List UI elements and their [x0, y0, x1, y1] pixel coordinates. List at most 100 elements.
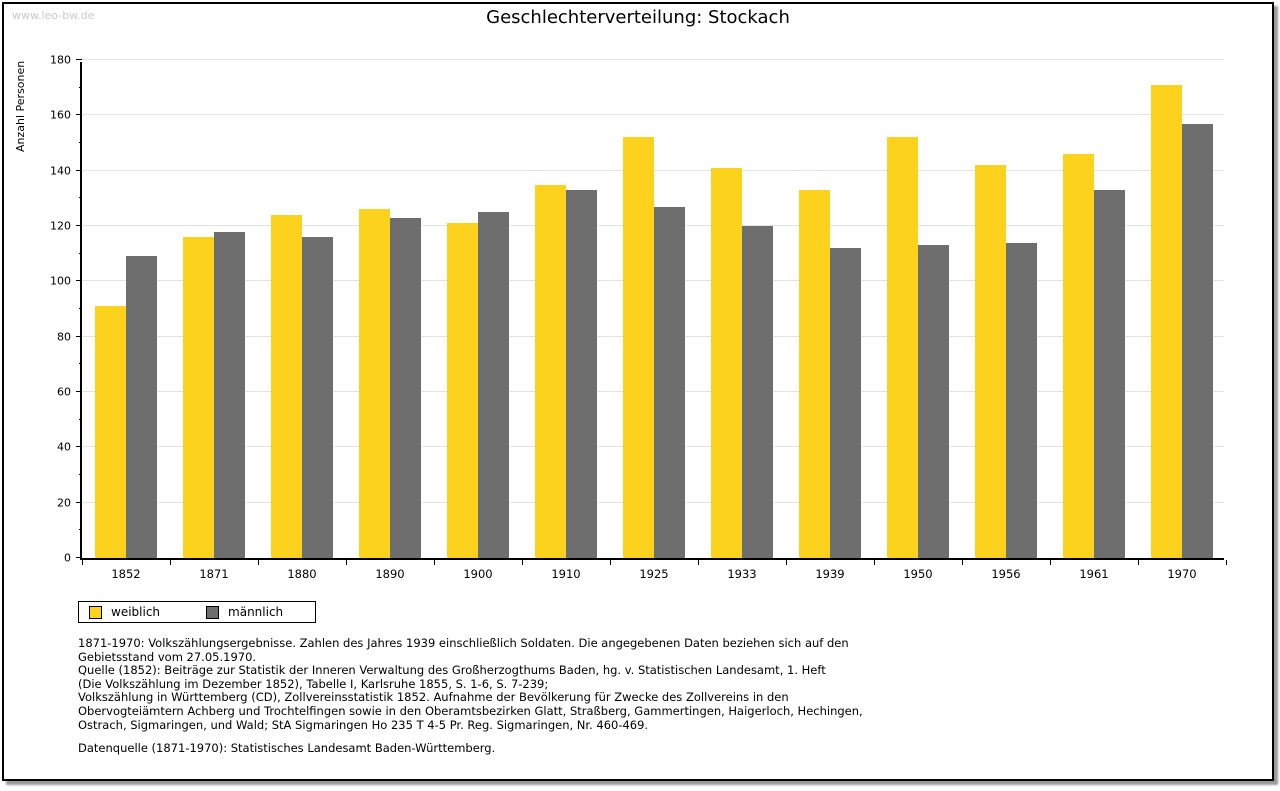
y-tick	[79, 418, 82, 420]
y-tick	[79, 363, 82, 365]
bar-weiblich-1961	[1063, 154, 1094, 558]
footnote-line: Ostrach, Sigmaringen, und Wald; StA Sigm…	[78, 717, 649, 732]
bar-weiblich-1871	[183, 237, 214, 558]
bar-maennlich-1961	[1094, 190, 1125, 558]
x-tick	[170, 560, 171, 565]
bar-maennlich-1900	[478, 212, 509, 558]
x-axis-label: 1900	[463, 567, 493, 581]
x-axis-label: 1961	[1079, 567, 1109, 581]
y-axis-label: Anzahl Personen	[14, 60, 27, 152]
y-tick-label: 160	[50, 108, 71, 122]
bar-weiblich-1933	[711, 167, 742, 558]
x-tick	[874, 560, 875, 565]
footnote-line: Quelle (1852): Beiträge zur Statistik de…	[78, 663, 826, 678]
chart-title: Geschlechterverteilung: Stockach	[486, 7, 790, 28]
x-axis-label: 1910	[551, 567, 581, 581]
bar-weiblich-1956	[975, 165, 1006, 558]
legend-swatch-weiblich	[89, 605, 102, 619]
footnote-line: 1871-1970: Volkszählungsergebnisse. Zahl…	[78, 636, 849, 650]
footnote-line: (Die Volkszählung im Dezember 1852), Tab…	[78, 676, 549, 691]
bar-maennlich-1970	[1182, 123, 1213, 558]
x-tick	[346, 560, 347, 565]
legend-item-maennlich: männlich	[206, 605, 283, 619]
y-tick	[76, 280, 82, 282]
y-tick	[76, 169, 82, 171]
y-tick	[76, 335, 82, 337]
legend-item-weiblich: weiblich	[89, 605, 160, 619]
gridline	[82, 114, 1224, 116]
y-tick	[76, 59, 82, 60]
bar-weiblich-1910	[535, 184, 566, 558]
bar-weiblich-1890	[359, 209, 390, 558]
y-tick-label: 140	[50, 164, 71, 178]
bar-weiblich-1970	[1151, 84, 1182, 558]
x-tick	[1138, 560, 1139, 565]
x-axis-label: 1933	[727, 567, 757, 581]
bar-maennlich-1852	[126, 256, 157, 558]
legend: weiblich männlich	[78, 601, 317, 623]
bar-maennlich-1939	[830, 248, 861, 558]
x-axis-label: 1871	[199, 567, 229, 581]
bar-weiblich-1852	[95, 306, 126, 558]
x-tick	[698, 560, 699, 565]
bar-maennlich-1910	[566, 190, 597, 558]
y-tick	[79, 142, 82, 143]
y-tick	[79, 197, 82, 199]
x-tick	[434, 560, 435, 565]
footnote-line: Gebietsstand vom 27.05.1970.	[78, 649, 257, 664]
x-axis-label: 1852	[111, 567, 141, 581]
x-tick	[82, 560, 83, 565]
bar-weiblich-1880	[271, 214, 302, 558]
x-tick	[786, 560, 787, 565]
bar-weiblich-1939	[799, 190, 830, 558]
y-tick-label: 180	[50, 53, 71, 67]
gridline	[82, 59, 1224, 60]
footnotes: 1871-1970: Volkszählungsergebnisse. Zahl…	[78, 636, 1218, 732]
y-tick-label: 60	[57, 385, 71, 399]
bar-maennlich-1933	[742, 226, 773, 558]
x-tick	[610, 560, 611, 565]
y-tick-label: 40	[57, 440, 71, 454]
bar-weiblich-1900	[447, 223, 478, 558]
footnote-line: Volkszählung in Württemberg (CD), Zollve…	[78, 690, 789, 705]
y-tick	[76, 501, 82, 503]
y-tick	[76, 446, 82, 448]
x-axis-label: 1880	[287, 567, 317, 581]
chart-frame: www.leo-bw.de Geschlechterverteilung: St…	[2, 2, 1274, 781]
y-tick	[79, 529, 82, 531]
x-tick	[522, 560, 523, 565]
legend-label-maennlich: männlich	[228, 605, 284, 619]
y-tick-label: 20	[57, 496, 71, 510]
y-tick-label: 100	[50, 274, 71, 288]
bar-maennlich-1925	[654, 206, 685, 558]
y-tick	[76, 391, 82, 392]
x-tick	[258, 560, 259, 565]
y-tick	[79, 308, 82, 309]
x-axis-label: 1890	[375, 567, 405, 581]
y-tick	[79, 474, 82, 475]
bar-maennlich-1890	[390, 217, 421, 558]
x-axis-label: 1925	[639, 567, 669, 581]
bar-maennlich-1956	[1006, 242, 1037, 558]
x-axis-label: 1970	[1167, 567, 1197, 581]
x-axis-label: 1956	[991, 567, 1021, 581]
legend-label-weiblich: weiblich	[111, 605, 161, 619]
y-tick	[79, 86, 82, 88]
x-tick	[962, 560, 963, 565]
x-axis-label: 1950	[903, 567, 933, 581]
bar-maennlich-1871	[214, 231, 245, 558]
bar-maennlich-1880	[302, 237, 333, 558]
x-tick	[1226, 560, 1227, 565]
y-tick-label: 80	[57, 330, 71, 344]
datasource-line: Datenquelle (1871-1970): Statistisches L…	[78, 741, 496, 755]
bar-weiblich-1950	[887, 137, 918, 558]
y-tick	[76, 557, 82, 558]
y-tick-label: 0	[64, 551, 71, 565]
x-tick	[1050, 560, 1051, 565]
watermark: www.leo-bw.de	[12, 9, 95, 22]
footnote-line: Obervogteiämtern Achberg und Trochtelfin…	[78, 703, 863, 718]
bar-maennlich-1950	[918, 245, 949, 558]
x-axis-label: 1939	[815, 567, 845, 581]
y-tick	[76, 225, 82, 226]
y-tick	[76, 114, 82, 116]
